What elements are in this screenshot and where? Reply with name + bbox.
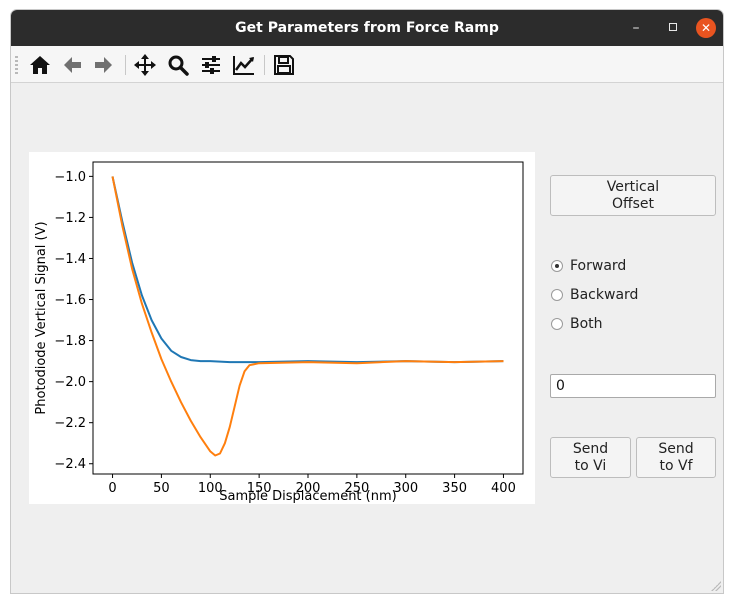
window-title: Get Parameters from Force Ramp [235, 20, 499, 36]
app-window: Get Parameters from Force Ramp – ✕ [10, 9, 724, 594]
plot-area [92, 161, 524, 475]
y-tick-label: −2.4 [54, 457, 86, 472]
x-tick-label: 400 [491, 481, 516, 496]
x-tick-label: 100 [198, 481, 223, 496]
radio-both-indicator[interactable] [551, 318, 563, 330]
value-input[interactable] [550, 374, 716, 398]
edit-axes-icon[interactable] [231, 52, 257, 78]
zoom-icon[interactable] [165, 52, 191, 78]
resize-grip[interactable] [711, 581, 721, 591]
x-tick-label: 350 [442, 481, 467, 496]
vertical-offset-button-label: Vertical Offset [606, 178, 660, 212]
x-tick-label: 200 [296, 481, 321, 496]
maximize-icon[interactable] [663, 18, 683, 38]
vertical-offset-button[interactable]: Vertical Offset [550, 175, 716, 216]
x-tick-label: 250 [344, 481, 369, 496]
series-line-2 [111, 176, 504, 457]
x-axis-ticks: 0 50 100 150 200 250 300 350 400 [108, 474, 516, 496]
y-tick-label: −1.0 [54, 170, 86, 185]
x-tick-label: 50 [153, 481, 170, 496]
radio-forward[interactable]: Forward [551, 256, 626, 276]
y-axis-label: Photodiode Vertical Signal (V) [34, 221, 49, 414]
radio-backward[interactable]: Backward [551, 285, 638, 305]
toolbar-grip[interactable] [15, 56, 18, 74]
send-to-vf-button-label: Send to Vf [658, 440, 694, 474]
radio-backward-label: Backward [570, 287, 639, 303]
minimize-icon[interactable]: – [632, 20, 640, 36]
send-to-vi-button[interactable]: Send to Vi [550, 437, 631, 478]
plot-figure[interactable]: 0 50 100 150 200 250 300 350 400 −1.0 −1.2 −1.4 −1.… [29, 152, 535, 504]
send-to-vi-button-label: Send to Vi [572, 440, 609, 474]
radio-forward-indicator[interactable] [551, 260, 563, 272]
title-bar: Get Parameters from Force Ramp – ✕ [11, 10, 723, 46]
maximize-icon-box [669, 23, 677, 31]
pan-icon[interactable] [132, 52, 158, 78]
radio-both-label: Both [570, 316, 603, 332]
x-axis-label: Sample Displacement (nm) [219, 489, 396, 504]
plot-series [111, 176, 504, 457]
y-tick-label: −1.4 [54, 252, 86, 267]
toolbar-separator [264, 55, 265, 75]
radio-forward-label: Forward [570, 258, 627, 274]
y-tick-label: −1.2 [54, 211, 86, 226]
close-icon[interactable]: ✕ [696, 18, 716, 38]
y-tick-label: −2.0 [54, 375, 86, 390]
configure-subplots-icon[interactable] [198, 52, 224, 78]
y-tick-label: −1.6 [54, 293, 86, 308]
y-tick-label: −1.8 [54, 334, 86, 349]
radio-backward-indicator[interactable] [551, 289, 563, 301]
x-tick-label: 150 [247, 481, 272, 496]
save-icon[interactable] [271, 52, 297, 78]
force-ramp-chart[interactable]: 0 50 100 150 200 250 300 350 400 −1.0−1.2−1.4−1.… [29, 152, 535, 504]
x-tick-label: 0 [108, 481, 116, 496]
y-tick-label: −2.2 [54, 416, 86, 431]
send-to-vf-button[interactable]: Send to Vf [636, 437, 716, 478]
y-axis-ticks: −1.0 −1.2 −1.4 −1.6 −1.8 −2.0 −2.2 −2.4 [54, 170, 93, 472]
toolbar [11, 46, 723, 83]
home-icon[interactable] [27, 52, 53, 78]
toolbar-separator [125, 55, 126, 75]
radio-both[interactable]: Both [551, 314, 603, 334]
x-tick-label: 300 [393, 481, 418, 496]
back-arrow-icon[interactable] [59, 52, 85, 78]
forward-arrow-icon[interactable] [91, 52, 117, 78]
